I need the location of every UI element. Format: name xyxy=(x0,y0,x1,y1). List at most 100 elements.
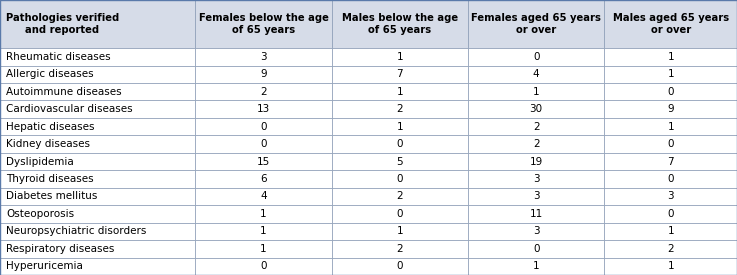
Text: 7: 7 xyxy=(397,69,403,79)
Bar xyxy=(604,153,737,170)
Text: 1: 1 xyxy=(668,261,674,271)
Bar xyxy=(0,100,195,118)
Bar xyxy=(604,170,737,188)
Text: 0: 0 xyxy=(397,174,403,184)
Text: 1: 1 xyxy=(397,226,403,236)
Bar xyxy=(332,188,468,205)
Bar xyxy=(195,100,332,118)
Text: 2: 2 xyxy=(397,191,403,202)
Bar xyxy=(332,205,468,223)
Bar xyxy=(332,258,468,275)
Text: 0: 0 xyxy=(668,174,674,184)
Bar xyxy=(195,258,332,275)
Bar xyxy=(604,48,737,65)
Bar xyxy=(468,48,604,65)
Text: 5: 5 xyxy=(397,156,403,167)
Text: 2: 2 xyxy=(260,87,267,97)
Text: 1: 1 xyxy=(668,122,674,132)
Text: Males below the age
of 65 years: Males below the age of 65 years xyxy=(342,13,458,35)
Text: Respiratory diseases: Respiratory diseases xyxy=(6,244,114,254)
Text: 0: 0 xyxy=(668,209,674,219)
Text: 4: 4 xyxy=(260,191,267,202)
Bar xyxy=(332,153,468,170)
Text: Kidney diseases: Kidney diseases xyxy=(6,139,90,149)
Bar xyxy=(195,153,332,170)
Text: 1: 1 xyxy=(668,226,674,236)
Text: Males aged 65 years
or over: Males aged 65 years or over xyxy=(612,13,729,35)
Bar xyxy=(0,0,195,48)
Bar xyxy=(195,118,332,135)
Bar xyxy=(0,188,195,205)
Bar xyxy=(0,240,195,258)
Text: Pathologies verified
and reported: Pathologies verified and reported xyxy=(6,13,119,35)
Bar xyxy=(604,240,737,258)
Bar xyxy=(332,135,468,153)
Bar xyxy=(468,223,604,240)
Bar xyxy=(195,0,332,48)
Text: 0: 0 xyxy=(668,139,674,149)
Text: Osteoporosis: Osteoporosis xyxy=(6,209,74,219)
Bar xyxy=(0,135,195,153)
Text: 7: 7 xyxy=(668,156,674,167)
Text: Dyslipidemia: Dyslipidemia xyxy=(6,156,74,167)
Bar xyxy=(604,100,737,118)
Text: 3: 3 xyxy=(668,191,674,202)
Text: 0: 0 xyxy=(668,87,674,97)
Bar xyxy=(0,83,195,100)
Bar xyxy=(0,223,195,240)
Bar xyxy=(0,170,195,188)
Text: 1: 1 xyxy=(533,87,539,97)
Text: Females below the age
of 65 years: Females below the age of 65 years xyxy=(198,13,329,35)
Bar xyxy=(468,135,604,153)
Text: 11: 11 xyxy=(530,209,542,219)
Bar xyxy=(468,0,604,48)
Text: 2: 2 xyxy=(533,139,539,149)
Bar xyxy=(332,223,468,240)
Bar xyxy=(0,258,195,275)
Text: 3: 3 xyxy=(533,174,539,184)
Text: 1: 1 xyxy=(397,122,403,132)
Bar xyxy=(0,48,195,65)
Bar xyxy=(195,223,332,240)
Text: 1: 1 xyxy=(668,52,674,62)
Bar xyxy=(195,240,332,258)
Bar xyxy=(468,205,604,223)
Bar xyxy=(468,65,604,83)
Bar xyxy=(0,118,195,135)
Bar xyxy=(604,0,737,48)
Bar xyxy=(604,135,737,153)
Bar xyxy=(332,48,468,65)
Bar xyxy=(468,258,604,275)
Text: Females aged 65 years
or over: Females aged 65 years or over xyxy=(471,13,601,35)
Bar xyxy=(195,188,332,205)
Text: 13: 13 xyxy=(257,104,270,114)
Text: 1: 1 xyxy=(397,87,403,97)
Bar xyxy=(332,0,468,48)
Bar xyxy=(195,135,332,153)
Text: 1: 1 xyxy=(260,226,267,236)
Text: 2: 2 xyxy=(668,244,674,254)
Text: 4: 4 xyxy=(533,69,539,79)
Bar xyxy=(0,153,195,170)
Text: Autoimmune diseases: Autoimmune diseases xyxy=(6,87,122,97)
Text: 0: 0 xyxy=(260,139,267,149)
Text: 6: 6 xyxy=(260,174,267,184)
Text: Rheumatic diseases: Rheumatic diseases xyxy=(6,52,111,62)
Text: 0: 0 xyxy=(397,261,403,271)
Bar xyxy=(604,205,737,223)
Bar xyxy=(468,83,604,100)
Text: 3: 3 xyxy=(533,226,539,236)
Text: Allergic diseases: Allergic diseases xyxy=(6,69,94,79)
Bar xyxy=(332,118,468,135)
Text: 0: 0 xyxy=(533,244,539,254)
Bar xyxy=(468,100,604,118)
Text: 9: 9 xyxy=(668,104,674,114)
Bar xyxy=(0,65,195,83)
Text: 2: 2 xyxy=(397,244,403,254)
Bar xyxy=(332,100,468,118)
Text: 3: 3 xyxy=(260,52,267,62)
Bar xyxy=(604,83,737,100)
Bar xyxy=(332,83,468,100)
Bar xyxy=(332,240,468,258)
Text: 0: 0 xyxy=(260,261,267,271)
